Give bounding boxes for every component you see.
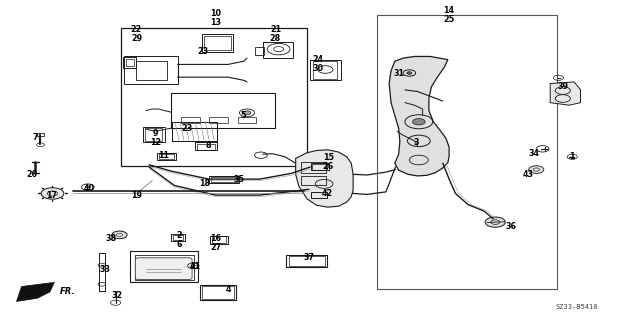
Bar (301, 162, 326, 173)
Bar (209, 117, 228, 123)
Text: 10
13: 10 13 (210, 9, 221, 27)
Bar (160, 154, 173, 159)
Bar (37, 133, 44, 136)
Text: 20: 20 (26, 170, 37, 179)
Bar (201, 34, 233, 52)
Bar (201, 286, 234, 299)
Text: 33: 33 (99, 265, 110, 275)
Text: 38: 38 (106, 234, 117, 243)
Text: 40: 40 (84, 184, 94, 193)
Circle shape (407, 72, 412, 74)
Bar (173, 122, 216, 141)
Text: 11: 11 (158, 151, 169, 160)
Text: 23: 23 (182, 124, 192, 132)
Text: 22
29: 22 29 (131, 25, 142, 43)
Bar (312, 164, 327, 170)
Text: 36: 36 (506, 222, 517, 231)
Bar (310, 60, 341, 80)
Bar (237, 117, 256, 123)
Text: 19: 19 (131, 190, 142, 200)
Text: 21
28: 21 28 (270, 25, 281, 43)
Circle shape (485, 217, 505, 227)
Polygon shape (389, 56, 449, 176)
Polygon shape (550, 82, 580, 105)
Bar (286, 255, 327, 267)
Text: 5: 5 (241, 111, 246, 120)
Bar (173, 122, 216, 141)
Text: 42: 42 (322, 189, 333, 198)
Bar (143, 127, 165, 141)
Bar (311, 163, 329, 170)
Bar (197, 144, 215, 150)
Bar (377, 15, 556, 289)
Circle shape (243, 111, 251, 115)
Bar (145, 128, 163, 140)
Bar (301, 176, 326, 186)
Bar (172, 93, 275, 128)
Bar (209, 176, 239, 183)
Bar (199, 285, 236, 300)
Text: 24
30: 24 30 (313, 55, 324, 73)
Text: 23: 23 (197, 47, 208, 56)
Text: 34: 34 (529, 149, 540, 158)
Bar (126, 59, 134, 66)
Text: 7: 7 (32, 133, 38, 142)
Bar (173, 235, 183, 240)
Bar (99, 253, 105, 291)
Circle shape (529, 166, 544, 173)
Text: 39: 39 (557, 82, 568, 91)
Bar (313, 61, 337, 79)
Text: 37: 37 (303, 253, 315, 262)
Text: SZ33-B5410: SZ33-B5410 (555, 304, 598, 310)
Bar (130, 252, 198, 282)
Text: 15
26: 15 26 (323, 153, 334, 171)
Bar (212, 236, 226, 244)
Bar (158, 153, 176, 160)
FancyBboxPatch shape (135, 258, 192, 279)
Bar (211, 177, 237, 182)
Bar (204, 36, 231, 50)
Text: 32: 32 (112, 291, 123, 300)
Text: 35: 35 (233, 175, 244, 184)
Bar (180, 117, 199, 123)
Bar (121, 28, 307, 166)
Bar (210, 236, 228, 244)
Bar (137, 61, 167, 80)
Bar (124, 56, 177, 84)
Bar (172, 234, 185, 241)
Text: 4: 4 (225, 284, 231, 293)
Bar (254, 47, 264, 55)
Text: 17: 17 (46, 190, 57, 200)
Bar (123, 57, 137, 68)
Text: FR.: FR. (60, 287, 75, 296)
Text: 8: 8 (206, 141, 211, 150)
Text: 9
12: 9 12 (150, 129, 161, 147)
Bar (135, 255, 194, 280)
Circle shape (413, 119, 425, 125)
Circle shape (112, 231, 127, 239)
Text: 1: 1 (570, 152, 575, 161)
Bar (311, 193, 327, 198)
Polygon shape (16, 282, 54, 301)
Text: 31: 31 (394, 69, 405, 78)
Text: 18: 18 (199, 180, 211, 188)
Text: 14
25: 14 25 (444, 6, 454, 24)
Bar (195, 142, 217, 150)
Polygon shape (296, 150, 353, 207)
Bar (263, 42, 293, 58)
Bar (289, 256, 325, 266)
Text: 41: 41 (190, 262, 201, 271)
Text: 3: 3 (413, 138, 419, 147)
Text: 2
6: 2 6 (176, 231, 182, 249)
Circle shape (41, 188, 64, 199)
Text: 16
27: 16 27 (210, 234, 221, 252)
Text: 43: 43 (523, 170, 534, 179)
